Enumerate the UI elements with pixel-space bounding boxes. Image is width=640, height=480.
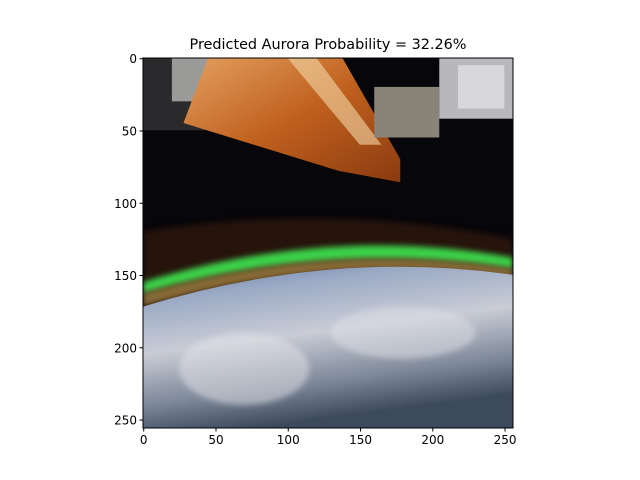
- x-tick-label: 250: [494, 433, 517, 447]
- y-tick-label: 200: [114, 341, 137, 355]
- axes-frame: [142, 57, 514, 429]
- image: [143, 58, 513, 428]
- y-tick-label: 100: [114, 197, 137, 211]
- x-tick-label: 200: [421, 433, 444, 447]
- x-tick-label: 50: [208, 433, 223, 447]
- y-tick-label: 250: [114, 414, 137, 428]
- y-tick-label: 50: [122, 124, 137, 138]
- x-tick-label: 0: [140, 433, 148, 447]
- y-tick-label: 0: [129, 52, 137, 66]
- x-tick-label: 150: [349, 433, 372, 447]
- y-tick-label: 150: [114, 269, 137, 283]
- x-tick-label: 100: [277, 433, 300, 447]
- chart-title: Predicted Aurora Probability = 32.26%: [190, 37, 467, 53]
